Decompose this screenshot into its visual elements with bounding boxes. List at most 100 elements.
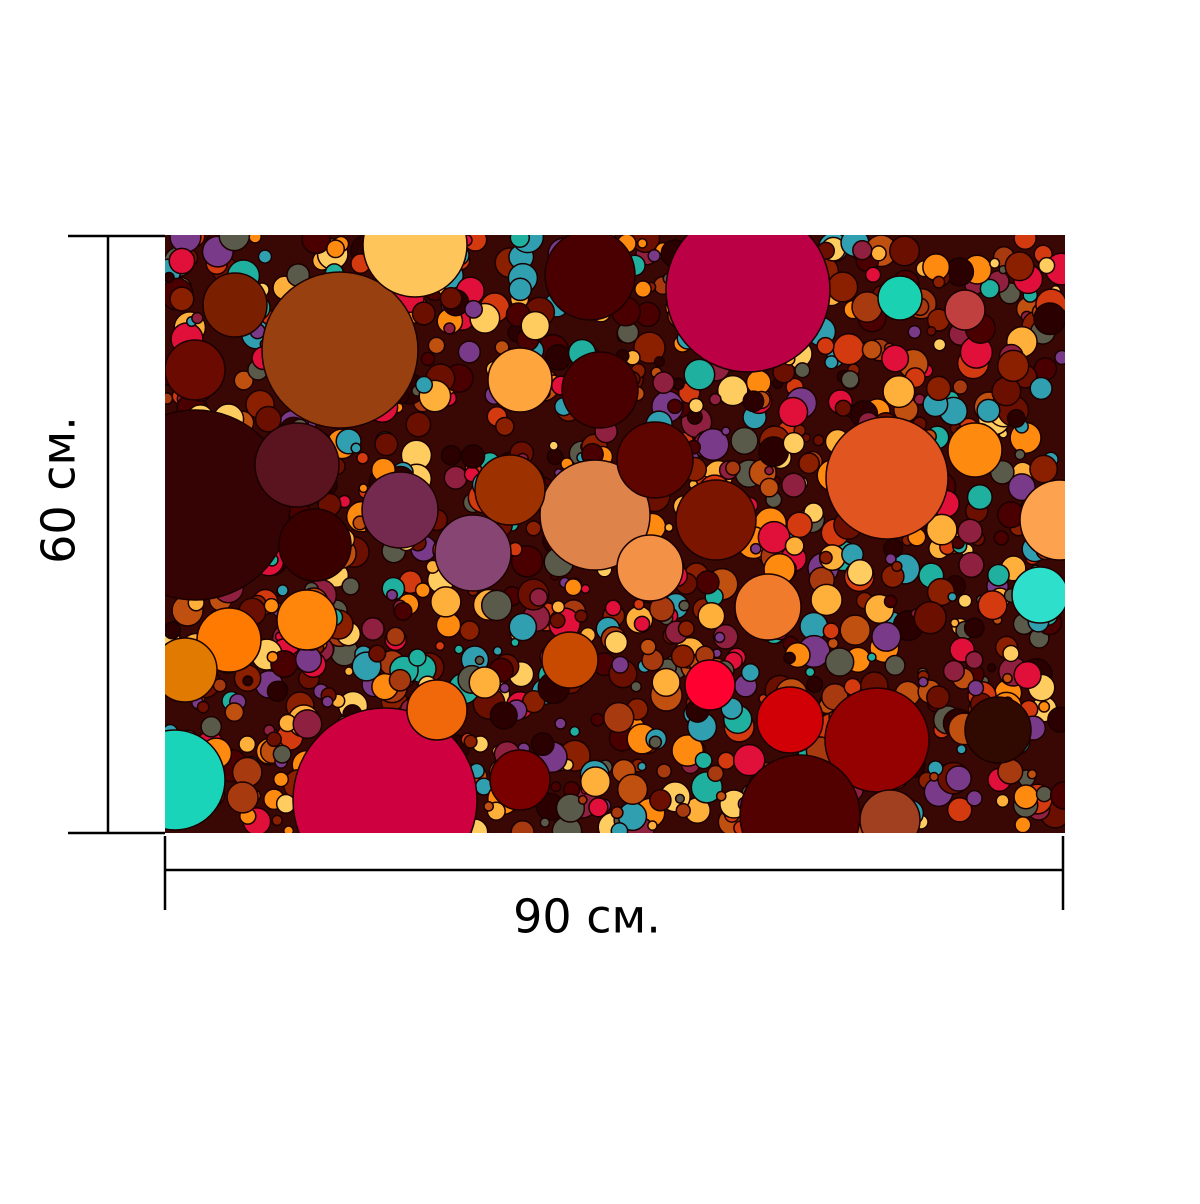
circle [926,325,937,337]
circle [1013,235,1037,250]
circle [233,370,254,391]
circle [168,247,196,275]
circle [254,422,340,508]
circle [932,337,947,352]
circle [859,789,921,833]
circle [925,513,958,546]
circle [165,637,218,703]
circle [362,235,468,298]
circle [539,817,551,828]
circle [408,648,427,667]
circle [374,432,399,457]
circle [870,245,887,262]
circle [633,331,666,365]
circle [564,578,583,597]
circle [639,638,657,656]
circle [670,644,695,669]
circle [272,744,292,764]
circle [405,411,432,438]
circle [551,599,566,614]
circle [734,573,802,641]
circle [1029,454,1059,484]
circle [759,477,780,498]
circle [457,340,481,364]
circle [509,235,531,249]
circle [649,788,672,812]
circle [489,701,518,730]
circle [656,763,672,779]
circle [460,444,486,469]
circle [986,663,997,673]
circle [580,583,591,594]
circle [577,794,588,805]
circle [697,601,726,630]
circle [1014,816,1032,833]
circle [420,351,436,367]
circle [434,640,446,652]
large-circles [165,235,1065,833]
circle [574,609,589,623]
circle [169,286,195,312]
circle [301,235,332,255]
circle [368,644,387,663]
circle [834,399,852,417]
artwork [165,235,1065,833]
circle [604,630,629,655]
circle [783,651,796,665]
circle [489,749,551,811]
circle [1033,302,1065,336]
circle [165,339,226,401]
circle [891,560,903,573]
circle [200,715,223,738]
circle [947,591,958,602]
circle [165,409,291,601]
circle [238,735,257,754]
circle [1002,672,1013,684]
circle [633,615,651,633]
circle [611,655,630,674]
circle [806,675,824,693]
circle [929,771,940,782]
circle [616,421,694,499]
circle [840,370,860,390]
circle [947,422,1003,478]
circle [386,589,399,602]
circle [637,761,647,772]
circle [713,631,726,644]
circle [1037,256,1056,275]
circle [242,675,254,687]
circle [678,599,691,612]
circle [474,655,485,666]
circle [810,583,843,617]
circle [725,460,741,476]
circle [979,278,1000,299]
circle [474,454,546,526]
circle [508,612,538,642]
circle [1004,251,1035,282]
circle [510,820,535,833]
circle [292,709,323,740]
circle [278,508,352,582]
circle [675,802,691,819]
circle [730,426,759,455]
circle [675,479,757,561]
circle [740,662,761,683]
circle [272,771,290,788]
circle [266,680,288,702]
circle [1035,785,1053,803]
circle [866,652,877,663]
circle [684,659,736,711]
circle [636,238,648,249]
circle [651,667,681,698]
circle [944,289,986,331]
circle [674,793,685,804]
circle [652,371,675,394]
circle [165,729,226,831]
circle [165,621,182,640]
circle [1011,566,1065,624]
circle [1014,448,1026,461]
circle [356,451,370,465]
circle [889,235,921,267]
circle [695,570,720,595]
